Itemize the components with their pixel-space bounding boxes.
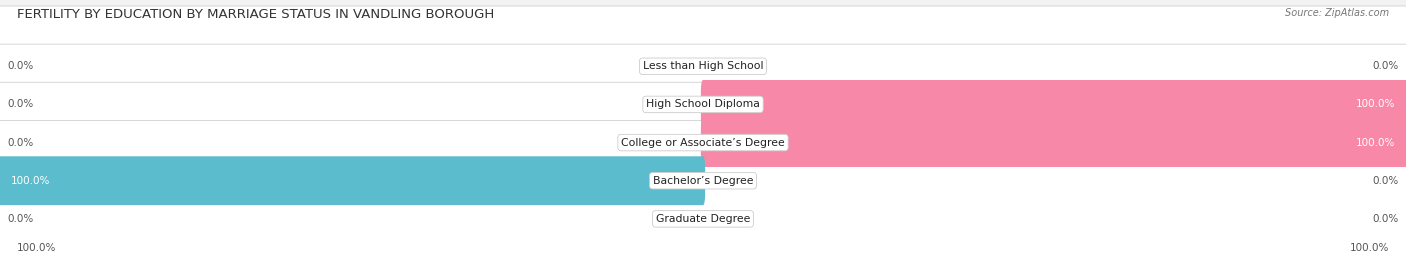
Text: 100.0%: 100.0%: [1355, 100, 1395, 109]
Text: Graduate Degree: Graduate Degree: [655, 214, 751, 224]
FancyBboxPatch shape: [700, 80, 1406, 129]
Text: 0.0%: 0.0%: [7, 137, 34, 148]
FancyBboxPatch shape: [0, 159, 1406, 269]
Text: 0.0%: 0.0%: [1372, 61, 1399, 71]
Text: Bachelor’s Degree: Bachelor’s Degree: [652, 176, 754, 186]
Text: 100.0%: 100.0%: [1355, 137, 1395, 148]
Text: College or Associate’s Degree: College or Associate’s Degree: [621, 137, 785, 148]
Text: 100.0%: 100.0%: [10, 176, 51, 186]
Text: High School Diploma: High School Diploma: [647, 100, 759, 109]
Text: 0.0%: 0.0%: [7, 214, 34, 224]
Text: 100.0%: 100.0%: [17, 243, 56, 253]
Text: 0.0%: 0.0%: [1372, 176, 1399, 186]
FancyBboxPatch shape: [0, 82, 1406, 203]
Text: 0.0%: 0.0%: [7, 61, 34, 71]
FancyBboxPatch shape: [0, 44, 1406, 165]
Text: 100.0%: 100.0%: [1350, 243, 1389, 253]
FancyBboxPatch shape: [0, 156, 704, 205]
Text: Source: ZipAtlas.com: Source: ZipAtlas.com: [1285, 8, 1389, 18]
FancyBboxPatch shape: [0, 121, 1406, 241]
Text: Less than High School: Less than High School: [643, 61, 763, 71]
Text: 0.0%: 0.0%: [1372, 214, 1399, 224]
Text: FERTILITY BY EDUCATION BY MARRIAGE STATUS IN VANDLING BOROUGH: FERTILITY BY EDUCATION BY MARRIAGE STATU…: [17, 8, 494, 21]
Text: 0.0%: 0.0%: [7, 100, 34, 109]
FancyBboxPatch shape: [700, 118, 1406, 167]
FancyBboxPatch shape: [0, 6, 1406, 126]
